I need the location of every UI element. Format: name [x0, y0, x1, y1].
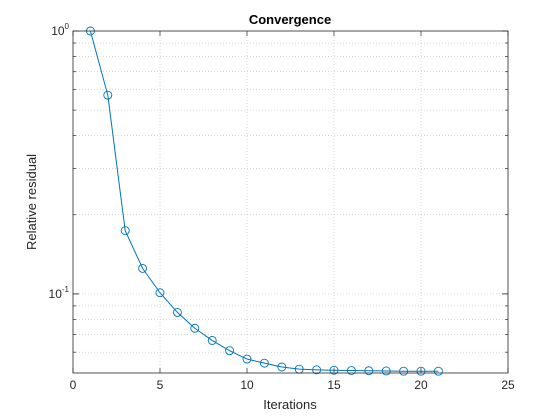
data-point [416, 366, 426, 376]
y-tick-base: 10 [51, 24, 65, 38]
data-point [207, 335, 217, 345]
data-point [103, 90, 113, 100]
y-tick-base: 10 [49, 287, 63, 301]
grid-lines [73, 31, 508, 373]
data-point [172, 307, 182, 317]
series-line [89, 30, 439, 372]
data-point [346, 366, 356, 375]
chart-title: Convergence [249, 12, 331, 27]
data-point [155, 288, 165, 298]
data-point [312, 365, 322, 375]
y-tick-label: 10-1 [49, 285, 70, 301]
x-tick-label: 20 [414, 378, 428, 392]
x-tick-label: 10 [240, 378, 254, 392]
y-tick-exponent: -1 [62, 285, 70, 294]
y-tick-exponent: 0 [65, 22, 70, 31]
x-tick-label: 25 [501, 378, 515, 392]
y-tick-label: 100 [51, 22, 69, 38]
data-point [259, 358, 269, 368]
x-tick-label: 15 [327, 378, 341, 392]
y-axis-label: Relative residual [24, 154, 39, 250]
data-point [329, 365, 339, 375]
data-point [399, 366, 409, 376]
data-point [433, 366, 443, 376]
series-layer [85, 26, 443, 376]
data-point [138, 263, 148, 273]
plot-border [72, 30, 509, 374]
ticks [72, 30, 509, 373]
x-axis-label: Iterations [263, 397, 317, 412]
data-point [242, 354, 252, 364]
data-point [120, 226, 130, 236]
data-point [225, 346, 235, 356]
data-point [364, 366, 374, 376]
x-tick-label: 0 [70, 378, 77, 392]
data-point [381, 366, 391, 376]
plot-area [73, 31, 508, 373]
data-point [190, 323, 200, 333]
data-point [277, 362, 287, 372]
x-tick-label: 5 [157, 378, 164, 392]
